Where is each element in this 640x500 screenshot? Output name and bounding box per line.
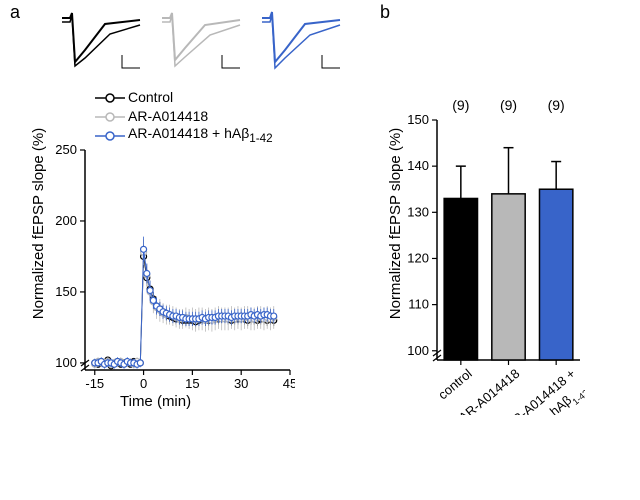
svg-text:(9): (9) [500,97,517,113]
svg-text:30: 30 [234,376,248,391]
svg-text:100: 100 [55,355,77,370]
svg-text:15: 15 [185,376,199,391]
svg-text:45: 45 [283,376,295,391]
svg-text:150: 150 [55,284,77,299]
panel-a-label: a [10,2,20,23]
svg-text:200: 200 [55,213,77,228]
svg-text:(9): (9) [548,97,565,113]
chart-b-ylabel: Normalized fEPSP slope (%) [387,128,404,319]
chart-b: 100110120130140150(9)control(9)AR-A01441… [395,85,585,415]
svg-text:(9): (9) [452,97,469,113]
chart-a: 100150200250-150153045 Normalized fEPSP … [35,85,295,415]
chart-b-svg: 100110120130140150(9)control(9)AR-A01441… [395,85,585,415]
svg-text:120: 120 [407,250,429,265]
svg-text:-15: -15 [85,376,104,391]
legend-item-ara-ab: AR-A014418 + hAβ1-42 [95,125,273,144]
trace-ara-ab [260,10,345,75]
legend-marker-ara-ab [95,129,125,141]
svg-text:150: 150 [407,112,429,127]
svg-text:140: 140 [407,158,429,173]
legend-label-ara: AR-A014418 [128,108,208,124]
trace-insets [60,10,345,75]
chart-a-ylabel: Normalized fEPSP slope (%) [30,128,47,319]
trace-control [60,10,145,75]
legend-label-ara-ab: AR-A014418 + hAβ1-42 [128,125,273,145]
svg-text:0: 0 [140,376,147,391]
svg-text:110: 110 [408,297,429,312]
trace-svg-ara [160,10,245,75]
legend-a: Control AR-A014418 AR-A014418 + hAβ1-42 [95,87,273,144]
panel-b-label: b [380,2,390,23]
trace-svg-ara-ab [260,10,345,75]
legend-item-ara: AR-A014418 [95,106,273,125]
svg-text:250: 250 [55,142,77,157]
legend-marker-control [95,91,125,103]
svg-text:100: 100 [407,343,429,358]
legend-marker-ara [95,110,125,122]
svg-text:130: 130 [407,204,429,219]
svg-text:control: control [435,366,475,403]
trace-svg-control [60,10,145,75]
legend-item-control: Control [95,87,273,106]
chart-a-xlabel: Time (min) [120,393,191,410]
trace-ara [160,10,245,75]
legend-label-control: Control [128,89,173,105]
